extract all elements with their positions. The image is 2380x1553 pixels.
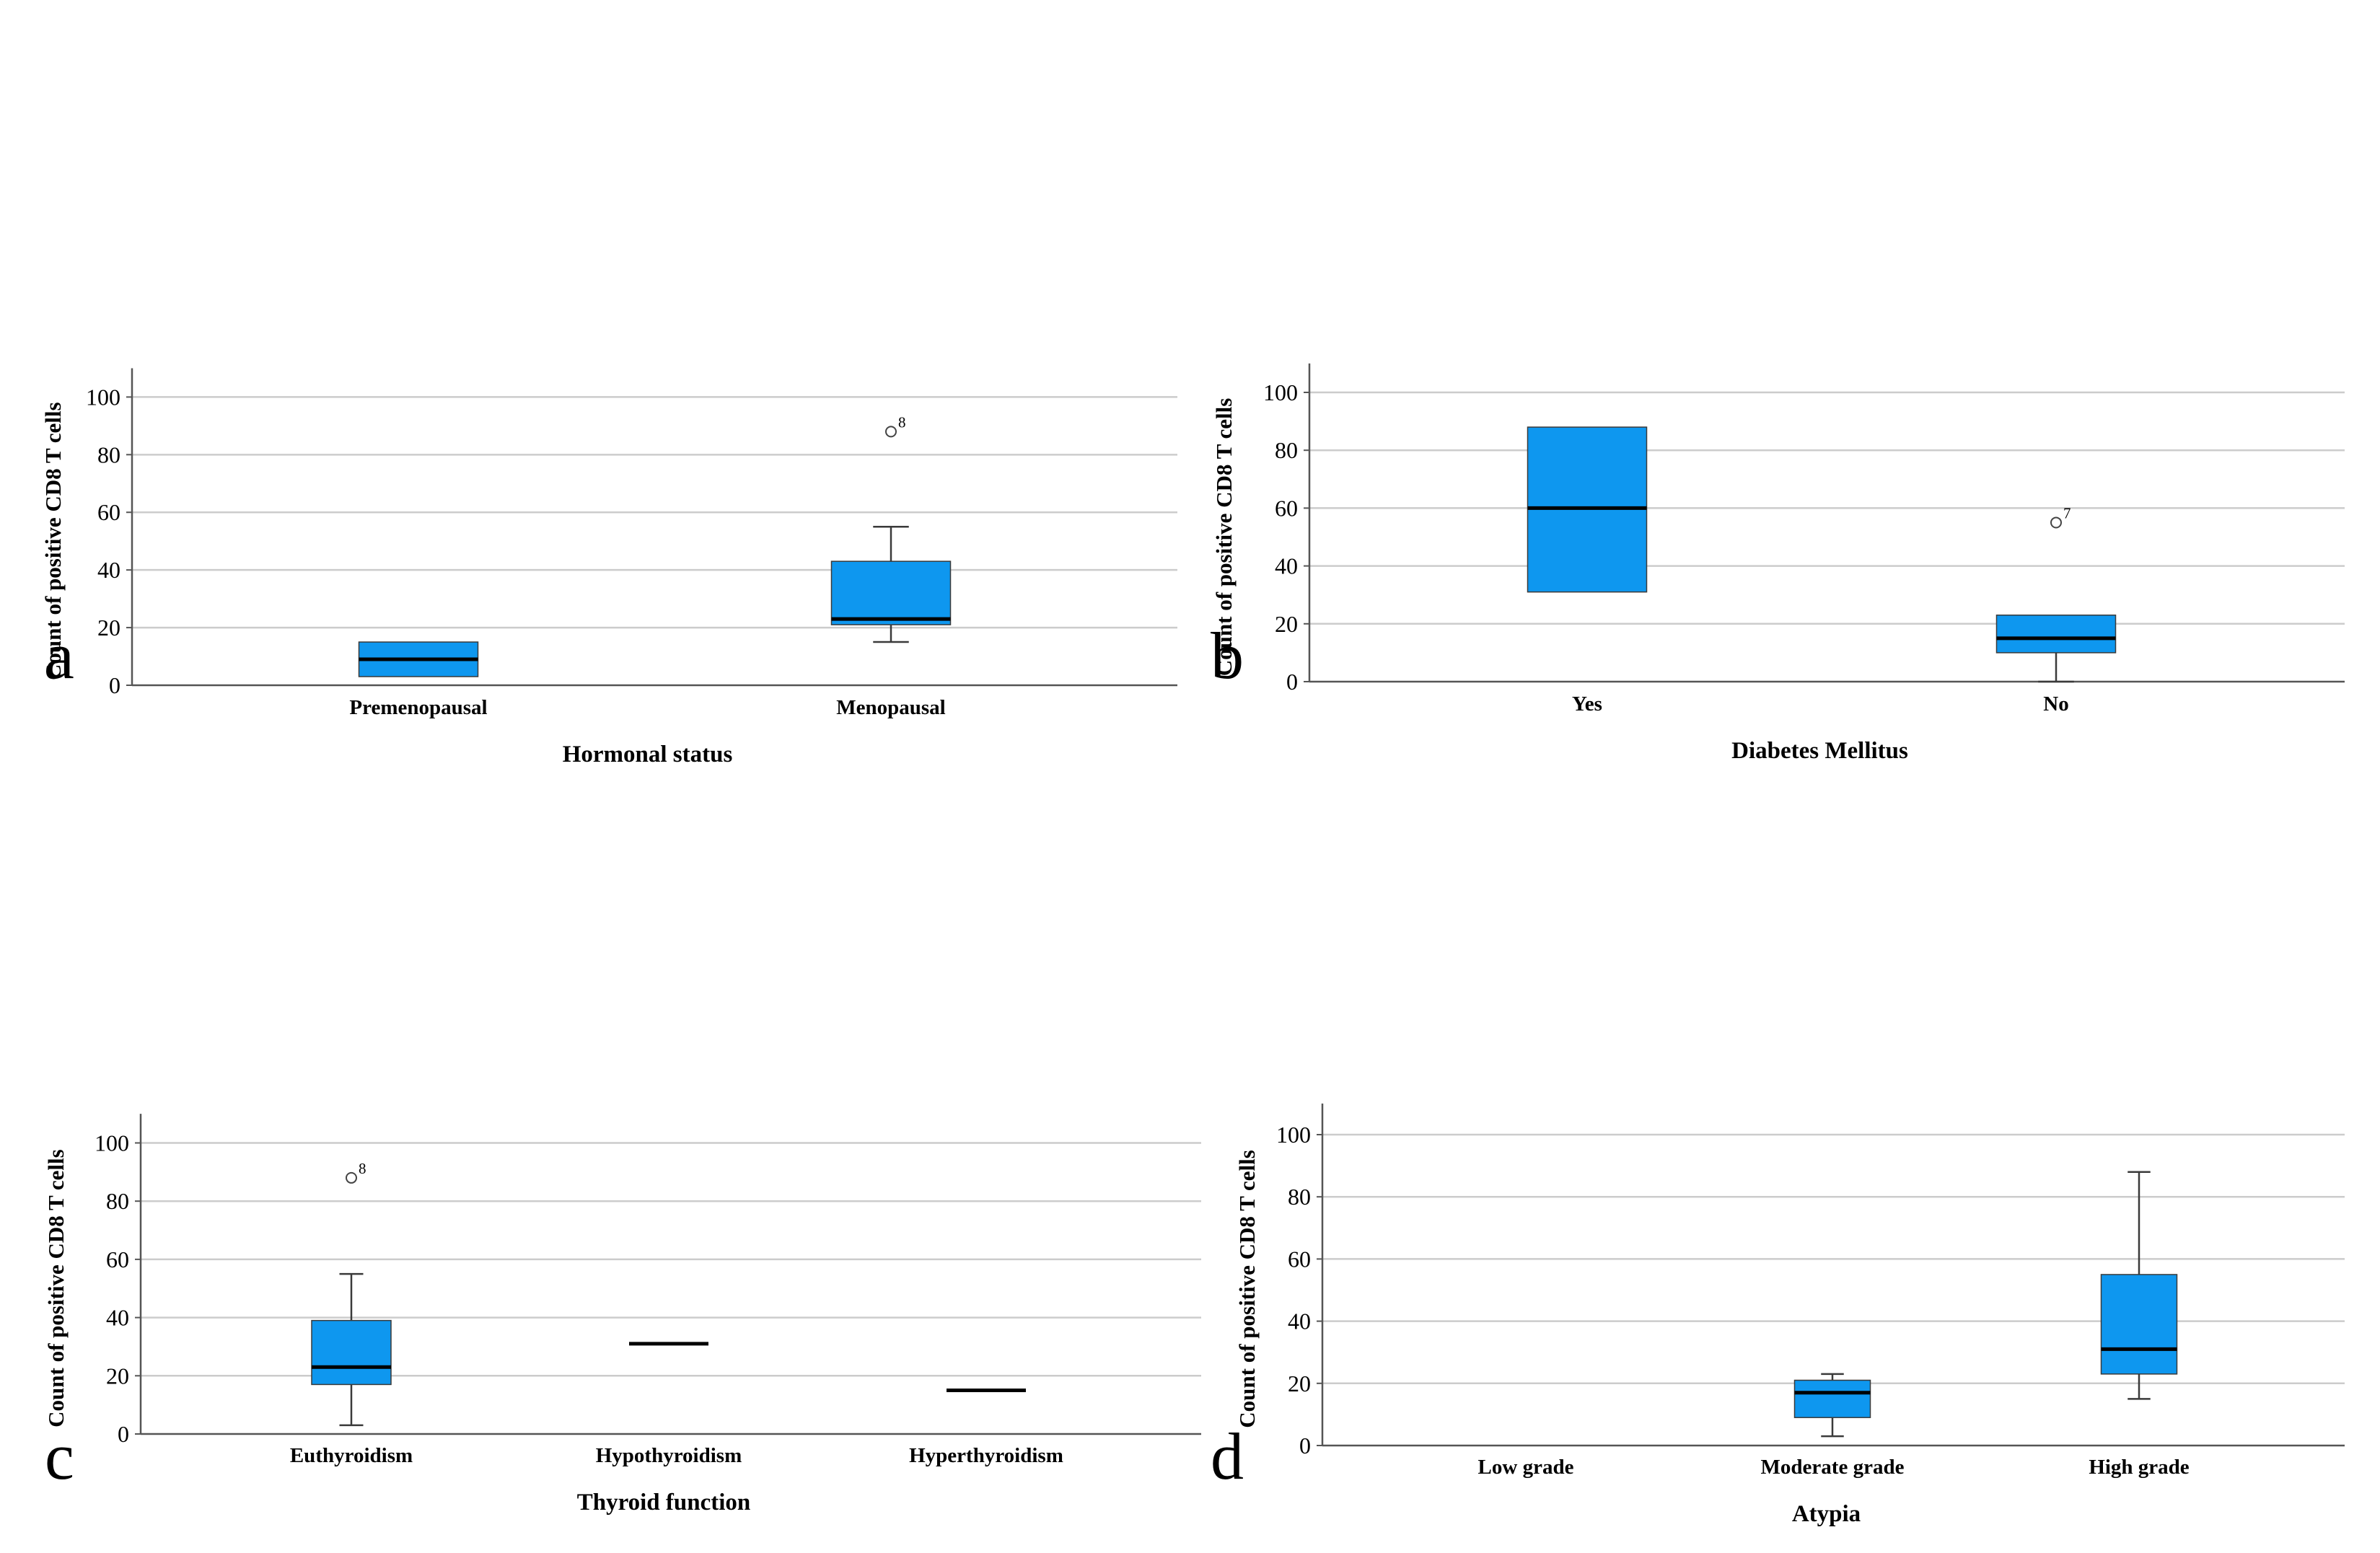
- y-axis-title: Count of positive CD8 T cells: [40, 402, 66, 680]
- y-axis-title: Count of positive CD8 T cells: [1234, 1150, 1260, 1428]
- panel-letter: a: [45, 619, 74, 692]
- x-axis-title: Thyroid function: [577, 1490, 751, 1515]
- y-tick-label: 20: [1275, 611, 1298, 637]
- y-axis-title: Count of positive CD8 T cells: [1211, 398, 1237, 677]
- category-label: Menopausal: [836, 696, 945, 719]
- category-label: No: [2043, 692, 2068, 716]
- chart-panel-d: 0 20 40 60 80 100 Low grade Moderate grade High …: [1211, 1103, 2345, 1527]
- y-tick-label: 100: [86, 384, 120, 410]
- y-tick-label: 20: [1288, 1371, 1311, 1396]
- panel-letter: c: [45, 1420, 74, 1493]
- category-label: Euthyroidism: [290, 1444, 413, 1467]
- outlier-point: [346, 1171, 357, 1184]
- y-tick-label: 80: [106, 1188, 129, 1214]
- y-tick-label: 60: [1288, 1246, 1311, 1272]
- category-label: Low grade: [1478, 1456, 1574, 1479]
- category-label: Moderate grade: [1761, 1456, 1905, 1479]
- y-tick-label: 80: [97, 441, 120, 467]
- y-tick-label: 60: [97, 499, 120, 525]
- y-tick-label: 0: [109, 672, 120, 698]
- y-tick-label: 0: [118, 1421, 129, 1447]
- chart-panel-c: 0 20 40 60 80 100 Euthyroidism 8 Hypothyroidism H…: [43, 1114, 1201, 1515]
- outlier-label: 7: [2063, 504, 2071, 522]
- box: [2100, 1274, 2178, 1375]
- category-label: Premenopausal: [349, 696, 487, 719]
- chart-panel-b: 0 20 40 60 80 100 Yes No 7 Diabetes Mellitus Count…: [1211, 363, 2345, 764]
- y-tick-label: 60: [1275, 495, 1298, 521]
- x-axis-title: Hormonal status: [563, 742, 733, 767]
- y-tick-label: 80: [1275, 437, 1298, 463]
- y-tick-label: 80: [1288, 1184, 1311, 1210]
- x-axis-title: Diabetes Mellitus: [1731, 738, 1908, 764]
- x-axis-title: Atypia: [1792, 1501, 1861, 1527]
- y-tick-label: 20: [106, 1363, 129, 1389]
- outlier-point: [885, 426, 897, 438]
- y-tick-label: 60: [106, 1246, 129, 1272]
- outlier-label: 8: [898, 413, 906, 431]
- y-tick-label: 40: [1288, 1308, 1311, 1334]
- box: [830, 560, 952, 625]
- y-axis-title: Count of positive CD8 T cells: [43, 1149, 69, 1427]
- category-label: Hyperthyroidism: [909, 1444, 1063, 1467]
- y-tick-label: 100: [1276, 1122, 1311, 1148]
- box: [1995, 615, 2117, 654]
- y-tick-label: 0: [1286, 669, 1298, 695]
- chart-panel-a: 0 20 40 60 80 100 Premenopausal Menopausal 8 Horm…: [40, 368, 1177, 767]
- y-tick-label: 20: [97, 615, 120, 641]
- y-tick-label: 40: [97, 557, 120, 583]
- y-tick-label: 0: [1299, 1433, 1311, 1459]
- panel-letter: d: [1211, 1420, 1244, 1493]
- category-label: Yes: [1572, 692, 1602, 716]
- y-tick-label: 40: [106, 1305, 129, 1331]
- box: [1793, 1379, 1871, 1418]
- y-tick-label: 40: [1275, 553, 1298, 579]
- box: [311, 1319, 392, 1386]
- outlier-point: [2050, 516, 2062, 529]
- panel-letter: b: [1211, 619, 1244, 692]
- category-label: Hypothyroidism: [596, 1444, 742, 1467]
- category-label: High grade: [2089, 1456, 2189, 1479]
- y-tick-label: 100: [95, 1130, 129, 1156]
- y-tick-label: 100: [1263, 379, 1298, 405]
- outlier-label: 8: [359, 1160, 366, 1177]
